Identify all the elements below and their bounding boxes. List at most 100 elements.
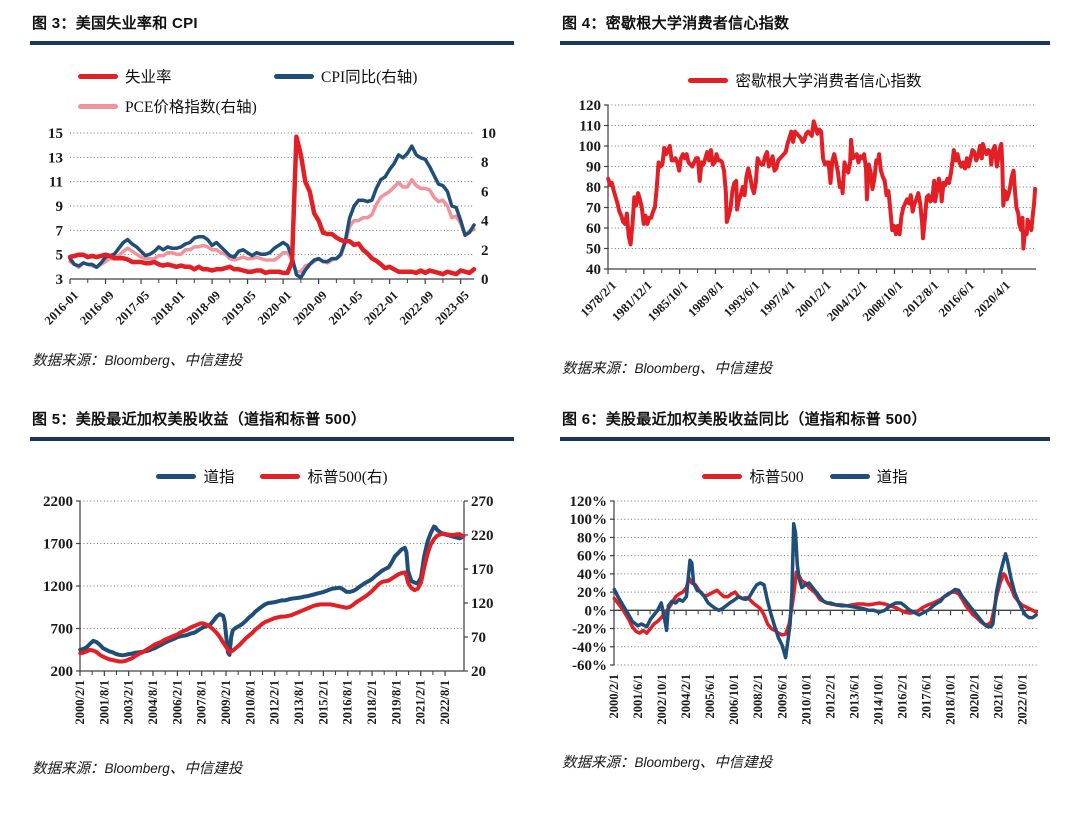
svg-text:2010/10/1: 2010/10/1 — [799, 674, 813, 725]
weighted-earnings-yoy-chart: -60% -40% -20% 0% 20% 40% 60% 80% 100% 120% 2000/2… — [570, 494, 1038, 725]
legend-item: 标普500 — [702, 465, 804, 487]
svg-text:10: 10 — [481, 127, 496, 142]
legend-swatch-cpi — [274, 73, 314, 79]
svg-text:2016/6/1: 2016/6/1 — [936, 278, 977, 319]
svg-text:-60%: -60% — [572, 658, 607, 674]
svg-text:100%: 100% — [570, 512, 608, 528]
svg-text:2016/8/1: 2016/8/1 — [341, 680, 355, 724]
legend-item: CPI同比(右轴) — [274, 65, 470, 87]
svg-text:7: 7 — [56, 223, 64, 239]
svg-text:70: 70 — [471, 630, 486, 646]
figure-4-legend: 密歇根大学消费者信心指数 — [560, 69, 1050, 91]
svg-text:40: 40 — [586, 262, 601, 278]
svg-text:2004/2/1: 2004/2/1 — [679, 674, 693, 718]
svg-text:700: 700 — [51, 622, 74, 638]
svg-text:60%: 60% — [577, 549, 607, 565]
svg-text:2012/2/1: 2012/2/1 — [268, 680, 282, 724]
svg-text:2019-05: 2019-05 — [219, 288, 258, 327]
svg-text:9: 9 — [56, 199, 64, 215]
svg-text:110: 110 — [579, 119, 601, 135]
svg-text:2008/2/1: 2008/2/1 — [751, 674, 765, 718]
svg-text:2200: 2200 — [43, 494, 73, 510]
svg-text:2015/2/1: 2015/2/1 — [316, 680, 330, 724]
svg-text:1993/6/1: 1993/6/1 — [721, 278, 762, 319]
legend-swatch-pce — [78, 103, 118, 109]
svg-text:1989/8/1: 1989/8/1 — [685, 278, 726, 319]
svg-text:100: 100 — [579, 139, 602, 155]
svg-text:200: 200 — [51, 664, 74, 680]
svg-text:70: 70 — [586, 201, 601, 217]
figure-3-legend: 失业率 CPI同比(右轴) PCE价格指数(右轴) — [78, 65, 478, 125]
svg-text:2023-05: 2023-05 — [432, 288, 471, 327]
svg-text:2022/8/1: 2022/8/1 — [438, 680, 452, 724]
svg-text:2002/10/1: 2002/10/1 — [655, 674, 669, 725]
legend-label: 道指 — [203, 469, 235, 486]
legend-item: 标普500(右) — [260, 465, 388, 487]
svg-text:-20%: -20% — [572, 622, 607, 638]
weighted-earnings-chart: 200 700 1200 1700 2200 20 70 120 170 220 270 2000/2… — [43, 494, 494, 724]
svg-text:1700: 1700 — [43, 537, 73, 553]
figure-5-legend: 道指 标普500(右) — [30, 465, 514, 487]
svg-text:2021/2/1: 2021/2/1 — [414, 680, 428, 724]
svg-text:2020/4/1: 2020/4/1 — [972, 278, 1013, 319]
legend-swatch-sentiment — [688, 77, 729, 83]
michigan-sentiment-chart: 4050607080901001101201978/2/11981/12/119… — [578, 98, 1038, 324]
legend-item: 道指 — [829, 465, 908, 487]
legend-swatch-sp500 — [260, 473, 301, 479]
svg-text:6: 6 — [481, 184, 489, 200]
svg-text:220: 220 — [471, 528, 494, 544]
svg-text:2017-05: 2017-05 — [113, 288, 152, 327]
svg-text:2: 2 — [481, 243, 489, 259]
svg-text:2012/8/1: 2012/8/1 — [900, 278, 941, 319]
svg-text:2021/6/1: 2021/6/1 — [992, 674, 1006, 718]
svg-text:2000/2/1: 2000/2/1 — [73, 680, 87, 724]
svg-text:2022/10/1: 2022/10/1 — [1016, 674, 1030, 725]
svg-text:1200: 1200 — [43, 579, 73, 595]
svg-text:2007/8/1: 2007/8/1 — [195, 680, 209, 724]
figure-6: 图 6：美股最近加权美股收益同比（道指和标普 500） 标普500 道指 -60… — [560, 408, 1050, 778]
svg-text:120%: 120% — [570, 494, 608, 510]
legend-item: 密歇根大学消费者信心指数 — [688, 69, 922, 91]
svg-text:2009/6/1: 2009/6/1 — [775, 674, 789, 718]
svg-text:20: 20 — [471, 664, 486, 680]
svg-text:50: 50 — [586, 242, 601, 258]
svg-text:2001/6/1: 2001/6/1 — [631, 674, 645, 718]
svg-text:2020-09: 2020-09 — [290, 288, 329, 327]
legend-item: 道指 — [156, 465, 234, 487]
legend-item: 失业率 — [78, 65, 274, 87]
figure-5-source: 数据来源：Bloomberg、中信建投 — [32, 761, 243, 777]
svg-text:80: 80 — [586, 180, 601, 196]
svg-text:15: 15 — [48, 127, 63, 142]
legend-label: CPI同比(右轴) — [321, 69, 418, 86]
svg-text:2018/10/1: 2018/10/1 — [944, 674, 958, 725]
legend-swatch-unemployment — [78, 73, 118, 79]
legend-label: 密歇根大学消费者信心指数 — [735, 73, 922, 90]
svg-text:120: 120 — [579, 98, 602, 114]
svg-text:11: 11 — [49, 175, 63, 191]
figure-5-title-rule — [30, 437, 514, 441]
figure-6-title-rule — [560, 437, 1050, 441]
svg-text:2019/8/1: 2019/8/1 — [389, 680, 403, 724]
svg-text:2016-09: 2016-09 — [77, 288, 116, 327]
svg-text:170: 170 — [471, 562, 494, 578]
svg-text:120: 120 — [471, 596, 494, 612]
svg-text:3: 3 — [56, 272, 64, 288]
figure-5: 图 5：美股最近加权美股收益（道指和标普 500） 道指 标普500(右) 20… — [30, 408, 514, 778]
figure-3-source: 数据来源：Bloomberg、中信建投 — [32, 353, 243, 369]
svg-text:2013/8/1: 2013/8/1 — [292, 680, 306, 724]
svg-text:2018/2/1: 2018/2/1 — [365, 680, 379, 724]
svg-text:60: 60 — [586, 221, 601, 237]
svg-text:-40%: -40% — [572, 640, 607, 656]
figure-3-title-rule — [30, 41, 514, 45]
svg-text:2020/2/1: 2020/2/1 — [968, 674, 982, 718]
svg-text:2014/10/1: 2014/10/1 — [871, 674, 885, 725]
svg-text:2005/6/1: 2005/6/1 — [703, 674, 717, 718]
svg-text:40%: 40% — [577, 567, 607, 583]
svg-text:1997/4/1: 1997/4/1 — [757, 278, 798, 319]
figure-grid: 图 3：美国失业率和 CPI 失业率 CPI同比(右轴) PCE价格指数(右轴)… — [30, 12, 1052, 778]
legend-label: 道指 — [876, 469, 908, 486]
svg-text:2009/2/1: 2009/2/1 — [219, 680, 233, 724]
figure-4: 图 4：密歇根大学消费者信心指数 密歇根大学消费者信心指数 40 50 60 70 80… — [560, 12, 1050, 378]
svg-text:270: 270 — [471, 494, 494, 510]
